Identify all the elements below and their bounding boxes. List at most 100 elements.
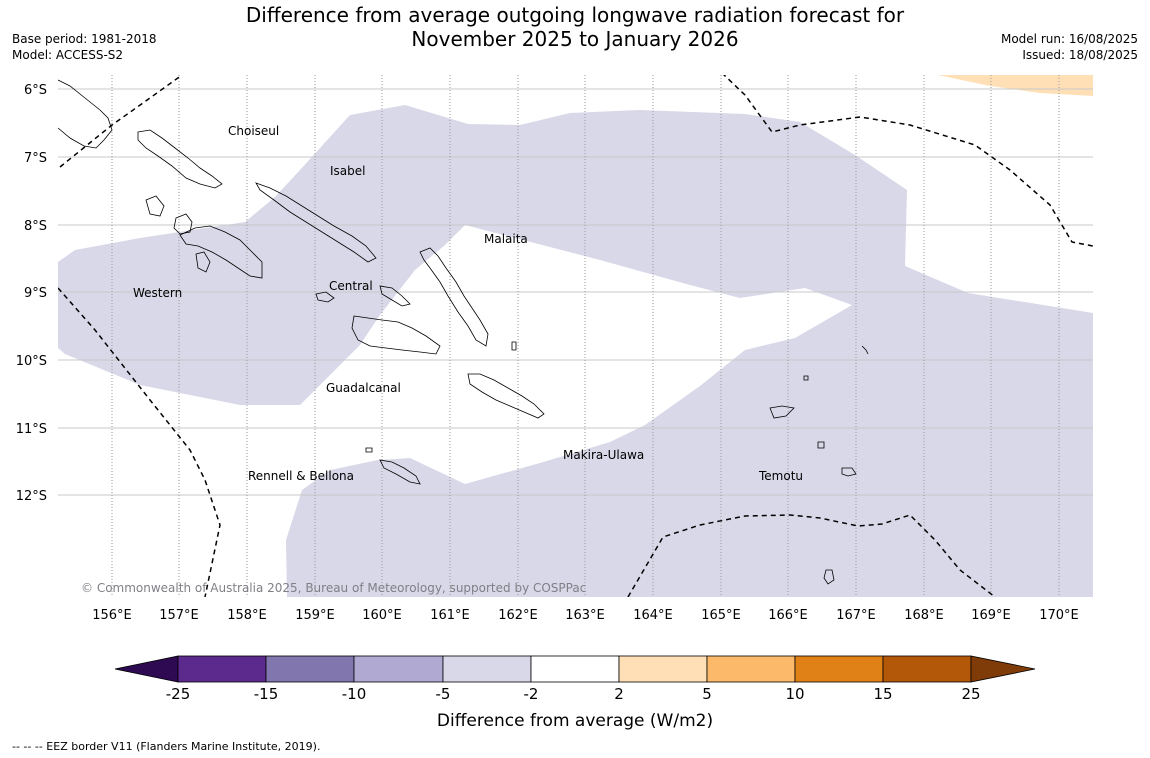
title-line-1: Difference from average outgoing longwav… xyxy=(245,3,905,27)
colorbar xyxy=(114,655,1036,683)
latitude-labels: 6°S 7°S 8°S 9°S 10°S 11°S 12°S xyxy=(16,83,47,504)
meta-left: Base period: 1981-2018 Model: ACCESS-S2 xyxy=(12,31,157,63)
model-run: Model run: 16/08/2025 xyxy=(1000,32,1138,46)
bougainville-island xyxy=(57,79,113,149)
colorbar-tick-label: -10 xyxy=(342,685,367,703)
makira-island xyxy=(467,373,545,419)
russell-islands xyxy=(315,291,335,303)
colorbar-tick-label: -5 xyxy=(436,685,451,703)
colorbar-tick-label: -2 xyxy=(524,685,539,703)
reef-islands xyxy=(803,375,809,381)
lon-label: 169°E xyxy=(971,608,1011,623)
grid xyxy=(58,75,1093,597)
duff-islands xyxy=(861,345,869,355)
eez-borders xyxy=(58,75,1093,597)
map-area xyxy=(58,75,1093,597)
positive-anomaly-shading xyxy=(938,75,1093,96)
lat-label: 12°S xyxy=(16,489,47,504)
region-label-temotu: Temotu xyxy=(758,469,803,483)
lon-label: 170°E xyxy=(1039,608,1079,623)
colorbar-low-extension xyxy=(114,655,179,683)
coastlines xyxy=(57,79,869,585)
bellona-island xyxy=(365,447,373,453)
eez-border-png xyxy=(59,75,183,168)
utupua-island xyxy=(817,441,825,449)
lon-label: 166°E xyxy=(768,608,808,623)
colorbar-tick-label: 15 xyxy=(873,685,892,703)
lon-label: 168°E xyxy=(904,608,944,623)
region-label-guadalcanal: Guadalcanal xyxy=(326,381,401,395)
colorbar-tick-label: 5 xyxy=(702,685,712,703)
colorbar-bin xyxy=(442,655,532,683)
region-label-central: Central xyxy=(329,279,373,293)
lat-label: 6°S xyxy=(24,83,47,98)
colorbar-bin xyxy=(265,655,355,683)
region-label-malaita: Malaita xyxy=(484,232,528,246)
colorbar-bin xyxy=(618,655,708,683)
isabel-island xyxy=(255,182,377,263)
region-label-isabel: Isabel xyxy=(330,164,365,178)
lat-label: 9°S xyxy=(24,286,47,301)
colorbar-bin xyxy=(530,655,620,683)
tikopia-island xyxy=(823,569,835,585)
colorbar-tick-label: 2 xyxy=(614,685,624,703)
colorbar-bin xyxy=(177,655,267,683)
colorbar-bin xyxy=(706,655,796,683)
lon-label: 165°E xyxy=(701,608,741,623)
choiseul-island xyxy=(137,129,223,189)
eez-border-south-west xyxy=(58,287,221,597)
santa-cruz-island xyxy=(769,405,795,419)
rennell-island xyxy=(379,459,421,485)
colorbar-tick-label: -15 xyxy=(254,685,279,703)
lat-label: 8°S xyxy=(24,219,47,234)
lon-label: 158°E xyxy=(227,608,267,623)
region-label-choiseul: Choiseul xyxy=(228,124,279,138)
region-label-western: Western xyxy=(133,286,182,300)
lon-label: 163°E xyxy=(565,608,605,623)
shortland-island xyxy=(145,195,165,217)
colorbar-bin xyxy=(794,655,884,683)
vanikoro-island xyxy=(841,467,857,477)
lon-label: 162°E xyxy=(498,608,538,623)
region-label-rennell-bellona: Rennell & Bellona xyxy=(248,469,354,483)
map-title: Difference from average outgoing longwav… xyxy=(0,3,1150,51)
ulawa-island xyxy=(511,341,517,351)
lon-label: 157°E xyxy=(159,608,199,623)
title-line-2: November 2025 to January 2026 xyxy=(411,27,739,51)
base-period: Base period: 1981-2018 xyxy=(12,32,157,46)
model-name: Model: ACCESS-S2 xyxy=(12,48,124,62)
negative-anomaly-shading xyxy=(58,105,1093,597)
colorbar-tick-label: 25 xyxy=(961,685,980,703)
lat-label: 11°S xyxy=(16,422,47,437)
new-georgia-islands xyxy=(179,225,263,279)
nggela-islands xyxy=(379,285,411,307)
issued-date: Issued: 18/08/2025 xyxy=(1022,48,1138,62)
map-figure: Choiseul Isabel Malaita Western Central … xyxy=(16,75,1093,731)
colorbar-tick-label: 10 xyxy=(785,685,804,703)
region-labels: Choiseul Isabel Malaita Western Central … xyxy=(133,124,803,483)
lon-label: 159°E xyxy=(295,608,335,623)
colorbar-bin xyxy=(353,655,444,683)
colorbar-bin xyxy=(882,655,972,683)
lon-label: 156°E xyxy=(92,608,132,623)
longitude-labels: 156°E 157°E 158°E 159°E 160°E 161°E 162°… xyxy=(92,608,1079,623)
eez-border-south xyxy=(627,514,996,597)
eez-border-north-east xyxy=(723,75,1093,247)
vella-lavella-island xyxy=(173,213,193,235)
ranongga-island xyxy=(195,251,211,273)
lon-label: 160°E xyxy=(362,608,402,623)
malaita-island xyxy=(419,247,489,347)
colorbar-ticks: -25 -15 -10 -5 -2 2 5 10 15 25 Differenc… xyxy=(166,685,981,731)
eez-footnote: -- -- -- EEZ border V11 (Flanders Marine… xyxy=(12,740,321,753)
lon-label: 167°E xyxy=(836,608,876,623)
colorbar-title: Difference from average (W/m2) xyxy=(437,711,713,731)
colorbar-high-extension xyxy=(970,655,1036,683)
lon-label: 164°E xyxy=(633,608,673,623)
meta-right: Model run: 16/08/2025 Issued: 18/08/2025 xyxy=(1001,31,1138,63)
region-label-makira-ulawa: Makira-Ulawa xyxy=(563,448,644,462)
lat-label: 7°S xyxy=(24,151,47,166)
colorbar-tick-label: -25 xyxy=(166,685,191,703)
copyright-notice: © Commonwealth of Australia 2025, Bureau… xyxy=(81,581,586,595)
lat-label: 10°S xyxy=(16,354,47,369)
lon-label: 161°E xyxy=(430,608,470,623)
